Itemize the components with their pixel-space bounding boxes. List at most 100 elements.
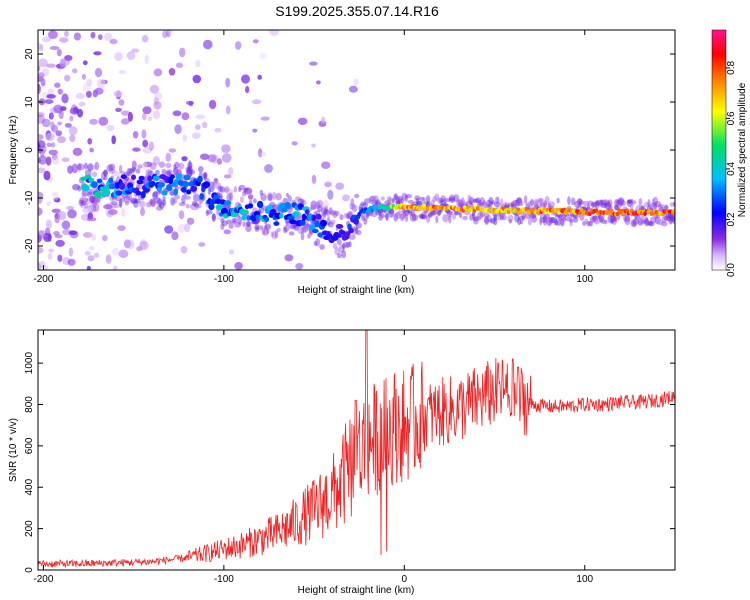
heatmap-cell (624, 216, 631, 226)
heatmap-cell (238, 187, 242, 192)
heatmap-cell (181, 186, 187, 193)
heatmap-cell (38, 144, 42, 154)
heatmap-cell (130, 197, 138, 204)
heatmap-cell (531, 215, 538, 223)
heatmap-cell (71, 163, 79, 174)
y-tick-label: 800 (24, 396, 35, 413)
heatmap-cell (284, 201, 292, 209)
heatmap-cell (334, 233, 342, 238)
heatmap-cell (57, 136, 66, 144)
heatmap-cell (247, 203, 254, 209)
heatmap-cell (327, 189, 334, 200)
heatmap-cell (119, 200, 123, 209)
heatmap-cell (89, 195, 96, 204)
heatmap-cell (202, 171, 208, 180)
heatmap-cell (195, 60, 201, 68)
spectrogram-heatmap (38, 30, 675, 270)
heatmap-cell (135, 168, 141, 174)
heatmap-cell (466, 200, 473, 205)
heatmap-cell (38, 114, 45, 124)
heatmap-cell (57, 211, 67, 221)
heatmap-cell (426, 195, 431, 204)
heatmap-cell (294, 196, 302, 201)
heatmap-cell (108, 168, 116, 174)
heatmap-cell (150, 199, 156, 207)
heatmap-cell (427, 211, 433, 219)
heatmap-cell (84, 162, 88, 170)
heatmap-cell (243, 187, 253, 195)
heatmap-cell (208, 181, 215, 188)
heatmap-cell (254, 224, 261, 230)
heatmap-cell (209, 187, 215, 193)
heatmap-cell (68, 126, 78, 136)
heatmap-cell (442, 214, 449, 223)
heatmap-cell (448, 214, 452, 224)
heatmap-cell (185, 166, 191, 173)
heatmap-cell (48, 149, 58, 156)
heatmap-cell (76, 163, 85, 171)
heatmap-cell (91, 197, 98, 208)
heatmap-cell (614, 204, 619, 211)
heatmap-cell (508, 218, 513, 224)
heatmap-cell (617, 198, 625, 205)
heatmap-cell (130, 199, 137, 205)
heatmap-cell (264, 164, 273, 173)
heatmap-cell (87, 163, 94, 172)
heatmap-cell (234, 262, 243, 270)
heatmap-cell (153, 101, 162, 110)
heatmap-cell (180, 245, 188, 254)
heatmap-cell (322, 200, 329, 210)
heatmap-cell (73, 32, 81, 41)
heatmap-cell (220, 218, 225, 224)
y-tick-label: 0 (24, 147, 35, 153)
heatmap-cell (164, 225, 174, 234)
heatmap-cell (205, 209, 209, 217)
heatmap-cell (267, 192, 274, 202)
heatmap-cell (118, 99, 125, 106)
heatmap-cell (191, 200, 197, 207)
snr-x-axis-label: Height of straight line (km) (298, 585, 415, 596)
heatmap-cell (103, 204, 113, 210)
heatmap-cell (38, 134, 44, 140)
heatmap-cell (335, 182, 345, 190)
heatmap-cell (281, 207, 288, 213)
heatmap-cell (182, 134, 187, 142)
colorbar: 0.0 0.2 0.4 0.6 0.8 Normalized spectral ampl… (711, 29, 748, 277)
heatmap-cell (57, 254, 63, 262)
heatmap-cell (195, 203, 202, 209)
heatmap-cell (472, 216, 479, 225)
heatmap-cell (499, 213, 504, 221)
heatmap-cell (320, 219, 327, 227)
heatmap-cell (79, 197, 85, 204)
heatmap-cell (539, 216, 543, 226)
heatmap-cell (634, 216, 638, 221)
heatmap-cell (185, 100, 194, 105)
heatmap-cell (519, 220, 523, 225)
heatmap-cell (219, 186, 226, 193)
heatmap-cell (454, 210, 459, 216)
heatmap-cell (217, 158, 222, 165)
heatmap-cell (371, 199, 377, 206)
heatmap-cell (658, 204, 662, 210)
heatmap-cell (178, 202, 186, 207)
heatmap-cell (329, 210, 337, 216)
heatmap-cell (297, 198, 304, 204)
heatmap-cell (83, 197, 89, 203)
heatmap-cell (88, 177, 95, 183)
heatmap-cell (46, 201, 52, 206)
heatmap-cell (54, 82, 61, 88)
heatmap-cell (579, 208, 584, 213)
heatmap-cell (93, 203, 100, 212)
heatmap-cell (626, 199, 633, 207)
heatmap-cell (173, 167, 179, 176)
heatmap-cell (315, 213, 322, 220)
heatmap-cell (264, 223, 271, 230)
heatmap-cell (533, 204, 540, 210)
heatmap-cell (426, 214, 431, 223)
heatmap-cell (192, 74, 202, 84)
heatmap-cell (241, 74, 250, 84)
heatmap-cell (108, 163, 116, 171)
heatmap-cell (92, 171, 98, 178)
heatmap-cell (672, 212, 675, 217)
heatmap-cell (118, 182, 126, 190)
